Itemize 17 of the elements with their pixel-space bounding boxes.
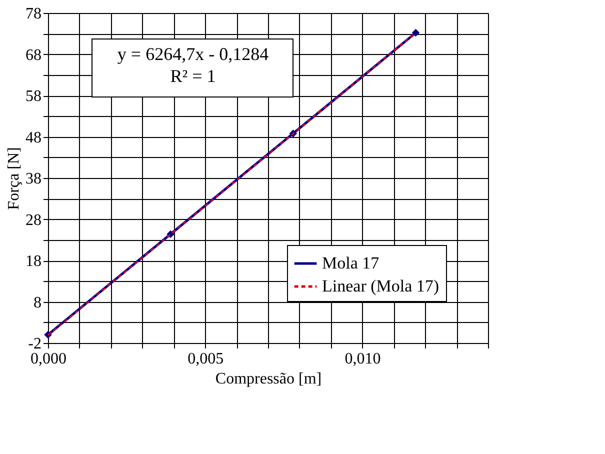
y-tick-label: 78: [26, 6, 42, 22]
x-tick-label: 0,005: [188, 350, 224, 368]
y-axis-title: Força [N]: [6, 147, 22, 210]
x-tick-label: 0,010: [344, 350, 381, 368]
x-tick-label: 0,000: [30, 350, 66, 368]
y-tick-label: -2: [28, 336, 42, 352]
x-axis-title: Compressão [m]: [215, 370, 322, 388]
y-tick-label: 38: [26, 170, 42, 188]
annotation: y = 6264,7x - 0,1284 R² = 1: [117, 44, 269, 86]
legend-label: Mola 17: [322, 254, 380, 272]
y-tick-label: 48: [26, 129, 42, 146]
y-tick-label: 18: [26, 253, 42, 270]
y-tick-label: 68: [26, 46, 42, 64]
y-tick-label: 58: [26, 88, 42, 105]
legend-label: Linear (Mola 17): [322, 276, 440, 296]
y-tick-label: 28: [26, 212, 42, 229]
y-tick-label: 8: [34, 294, 42, 312]
